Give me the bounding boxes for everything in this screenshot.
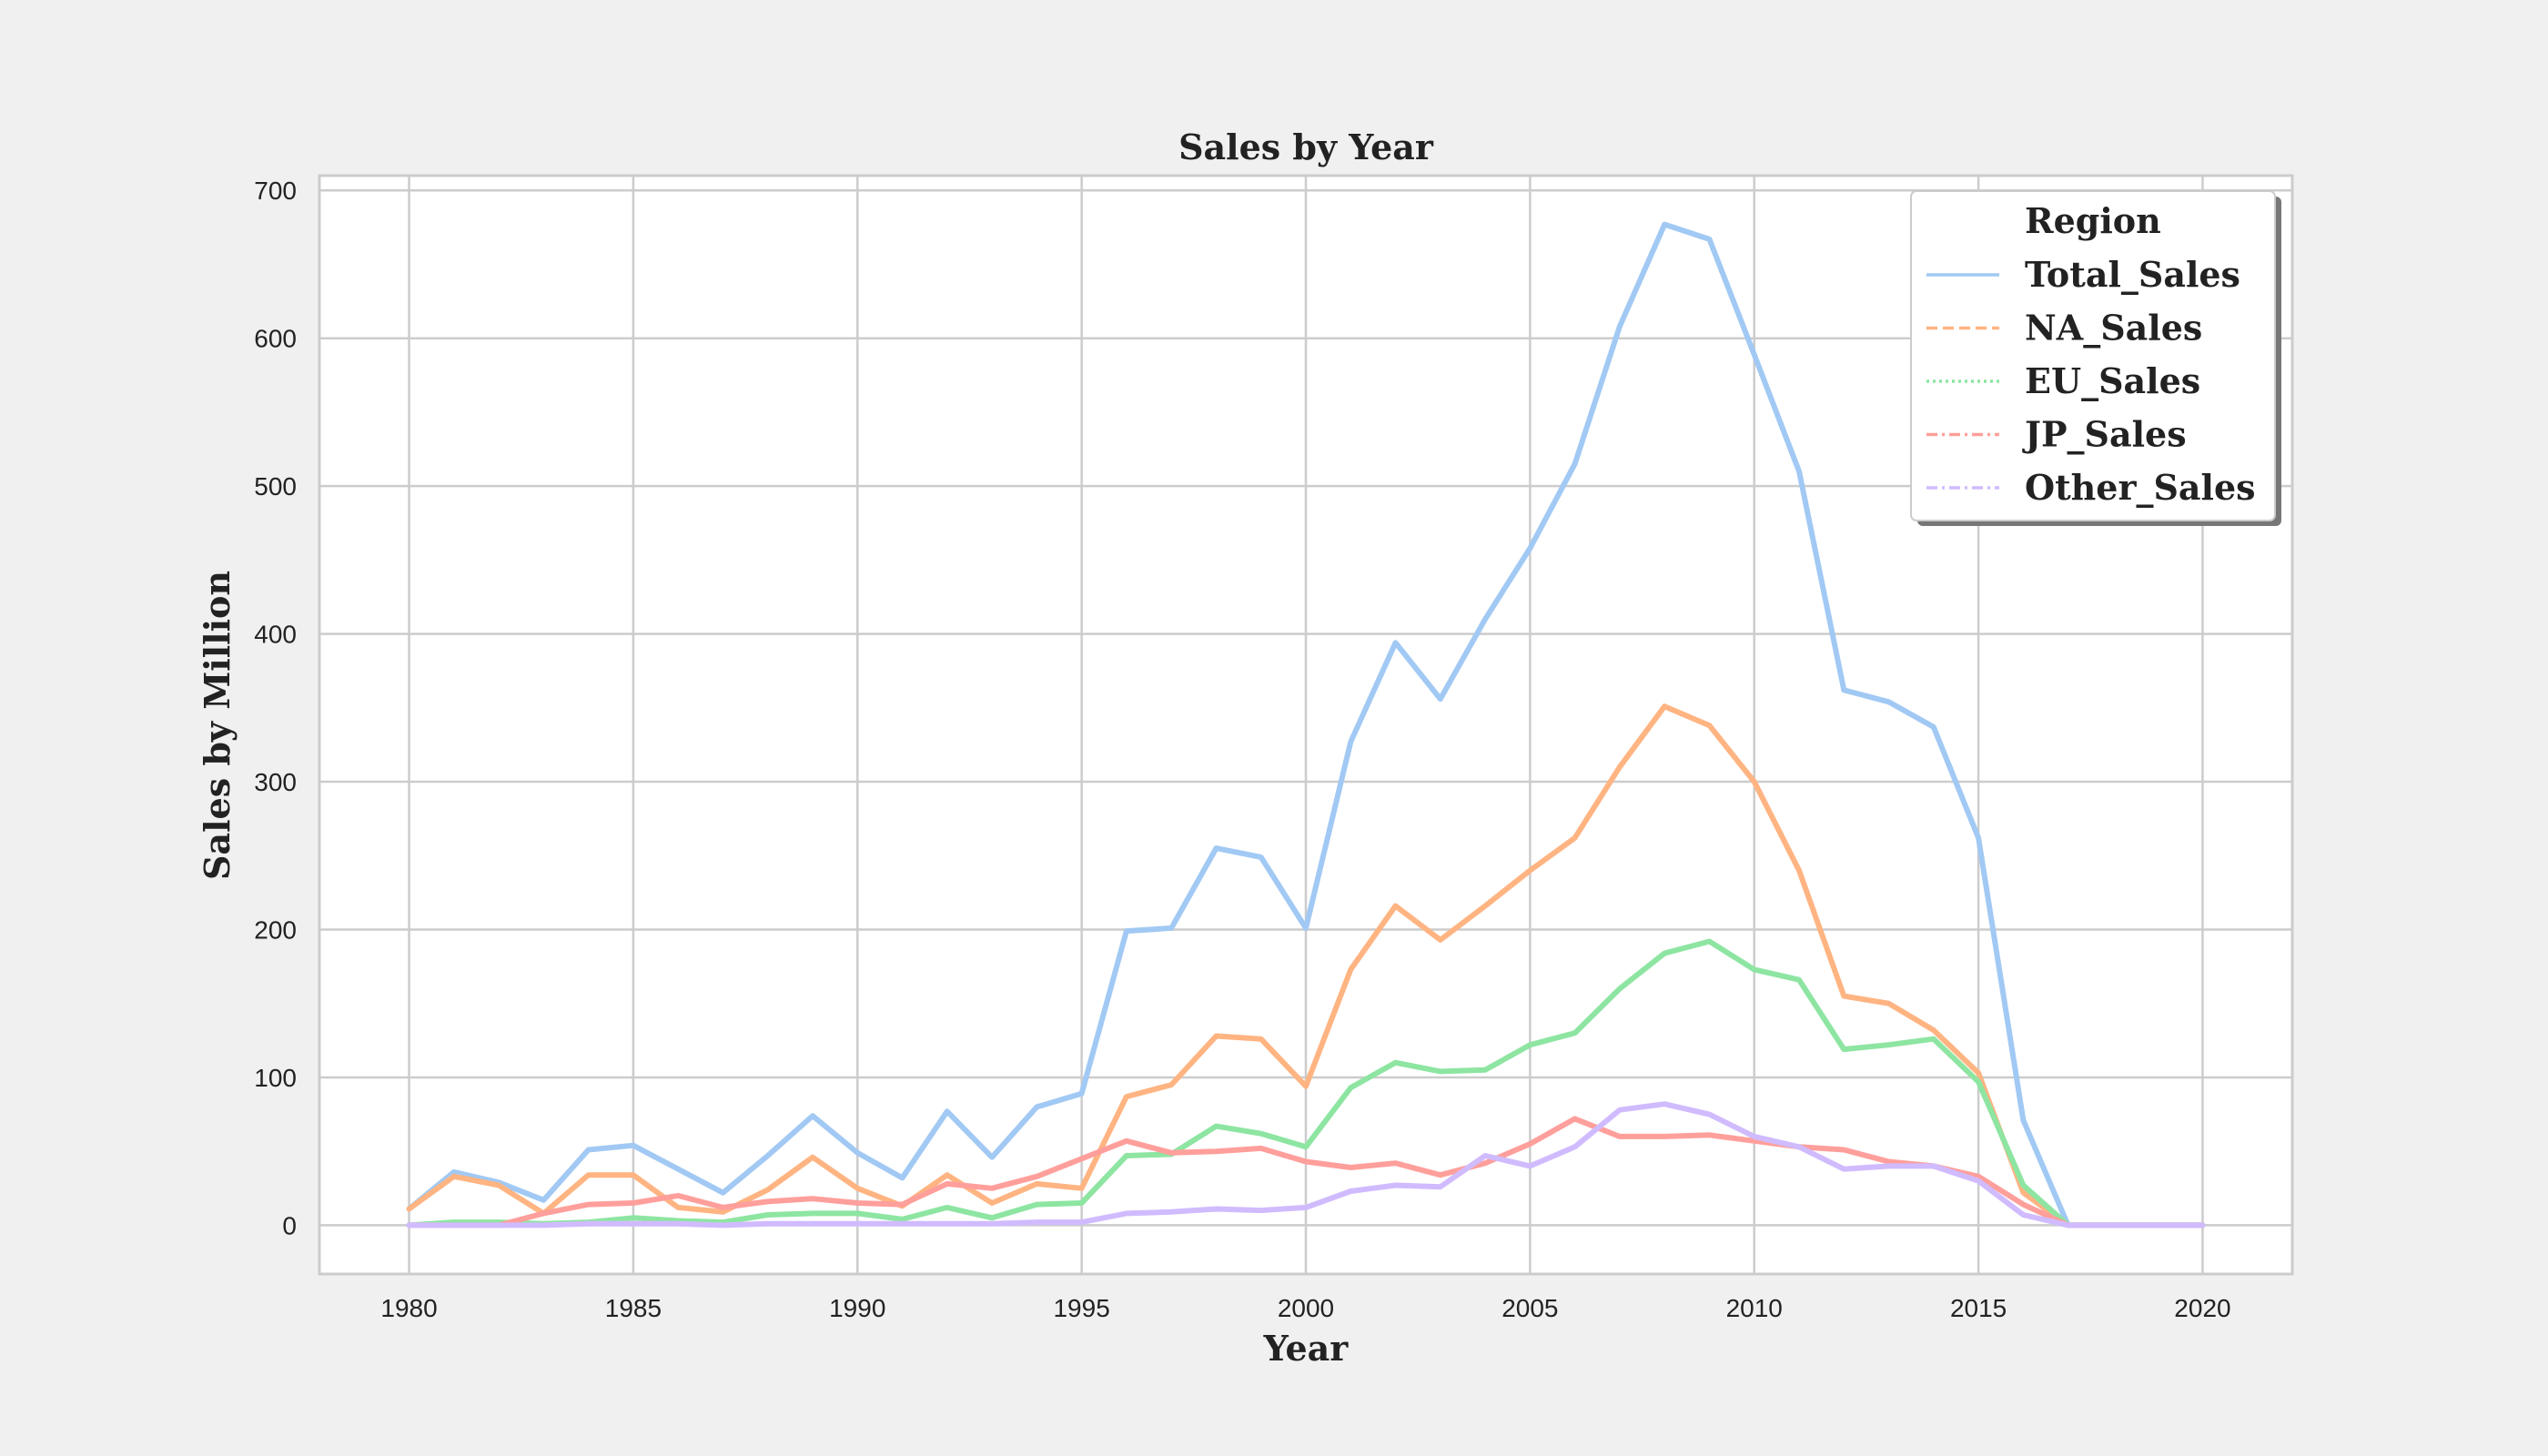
legend-label: NA_Sales [2025,308,2202,349]
x-tick-label: 1985 [605,1294,662,1322]
tick-labels: 1980 1985 1990 1995 2000 2005 2010 2015 2020 0 100… [254,177,2230,1322]
legend-label: EU_Sales [2025,360,2200,401]
series-line-jp-sales [406,1116,2206,1228]
x-tick-label: 1990 [829,1294,885,1322]
x-axis-label: Year [1263,1328,1350,1369]
legend: Region Total_Sales NA_Sales EU_Sales JP_Sal… [1910,190,2281,526]
series-lines [406,221,2206,1228]
legend-items: Total_Sales NA_Sales EU_Sales JP_Sales Other… [1926,254,2256,508]
x-tick-label: 1980 [380,1294,437,1322]
series-line-total-sales [406,221,2206,1228]
x-tick-label: 2005 [1502,1294,1558,1322]
y-tick-label: 400 [254,621,297,649]
series-line-other-sales [406,1101,2206,1228]
y-tick-label: 0 [282,1211,297,1239]
y-tick-label: 100 [254,1064,297,1092]
x-tick-label: 2020 [2174,1294,2230,1322]
legend-label: JP_Sales [2022,414,2187,455]
chart-title: Sales by Year [1178,126,1434,167]
y-tick-label: 600 [254,325,297,353]
legend-label: Total_Sales [2025,254,2240,295]
y-tick-label: 500 [254,472,297,500]
y-tick-label: 700 [254,177,297,205]
y-tick-label: 300 [254,768,297,796]
x-tick-label: 2015 [1950,1294,2007,1322]
x-tick-label: 1995 [1053,1294,1109,1322]
legend-label: Other_Sales [2025,467,2256,508]
series-line-na-sales [406,703,2206,1228]
x-tick-label: 2000 [1278,1294,1334,1322]
y-tick-label: 200 [254,915,297,944]
series-line-eu-sales [406,938,2206,1228]
y-axis-label: Sales by Million [197,571,238,880]
legend-box [1910,190,2276,521]
legend-title: Region [2025,200,2161,241]
x-tick-label: 2010 [1726,1294,1783,1322]
